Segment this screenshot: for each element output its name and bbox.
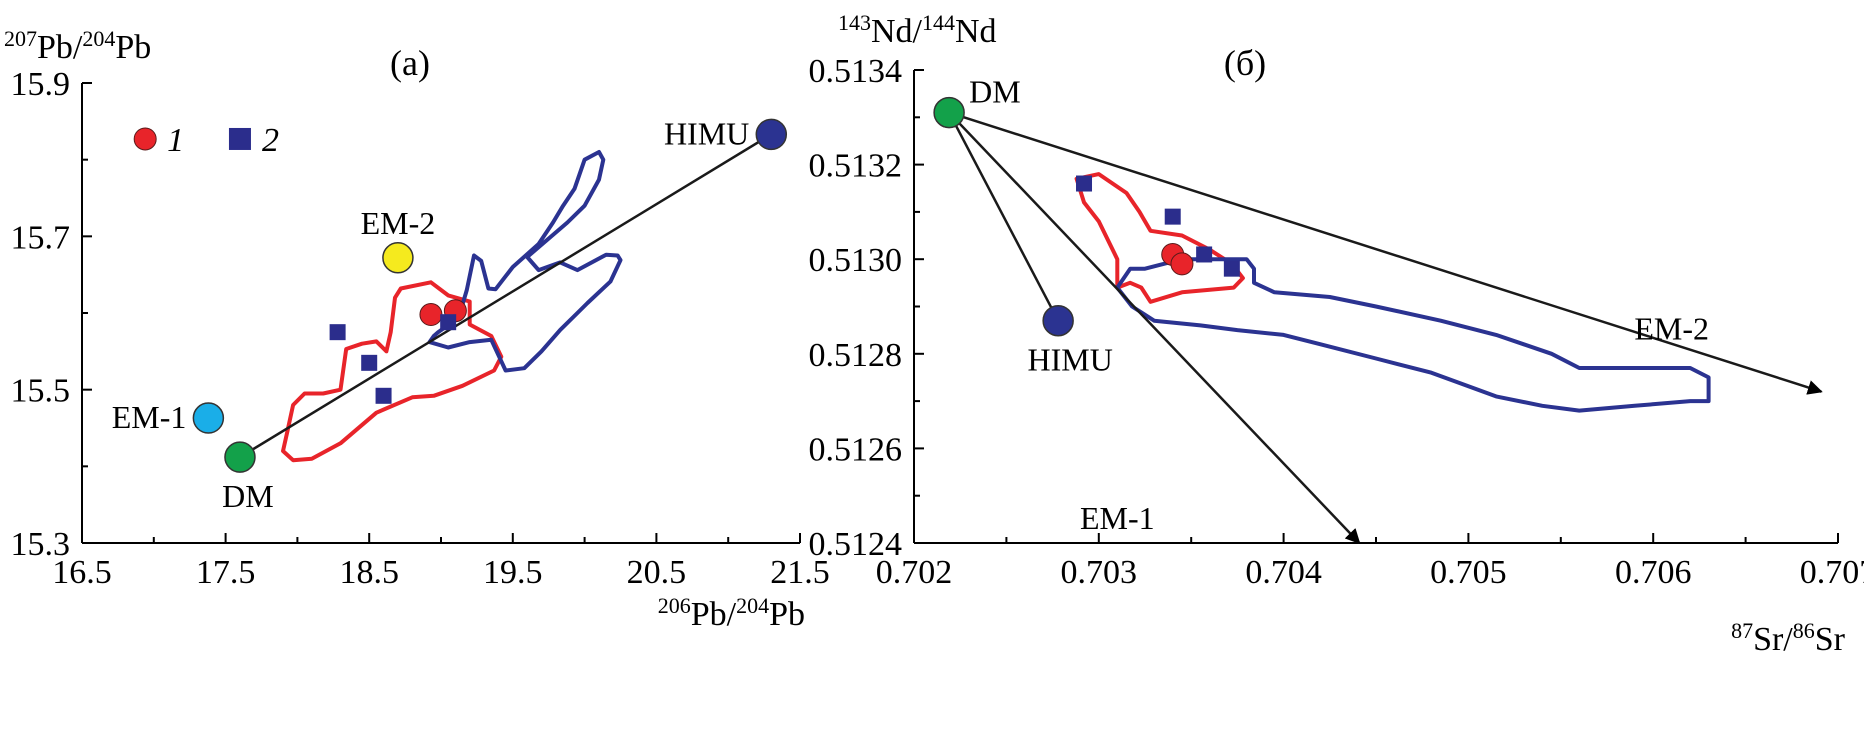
data-field-outline bbox=[1115, 257, 1711, 413]
legend-label: 1 bbox=[167, 122, 184, 159]
data-point-square bbox=[1164, 208, 1181, 225]
data-point-circle bbox=[419, 303, 443, 327]
x-tick-label: 0.704 bbox=[1245, 554, 1322, 591]
end-member-label: EM-1 bbox=[112, 399, 187, 435]
x-tick-label: 17.5 bbox=[196, 554, 256, 591]
data-field-outline bbox=[427, 150, 623, 373]
x-tick-label: 21.5 bbox=[770, 554, 830, 591]
data-point-square bbox=[361, 354, 378, 371]
y-tick-label: 15.9 bbox=[11, 66, 71, 103]
x-tick-label: 0.707 bbox=[1800, 554, 1864, 591]
end-member-marker bbox=[755, 118, 788, 151]
x-tick-label: 16.5 bbox=[52, 554, 112, 591]
data-point-square bbox=[1196, 246, 1213, 263]
y-tick-label: 15.7 bbox=[11, 219, 71, 256]
panel-label: (б) bbox=[1224, 43, 1266, 83]
x-tick-label: 0.705 bbox=[1430, 554, 1507, 591]
data-point-circle bbox=[1170, 252, 1194, 276]
y-axis-title: 207Pb/204Pb bbox=[4, 26, 151, 66]
data-field-outline bbox=[1074, 172, 1245, 304]
y-tick-label: 0.5124 bbox=[809, 526, 903, 563]
end-member-label: EM-2 bbox=[361, 205, 436, 241]
data-field-outline bbox=[281, 280, 504, 463]
mixing-line bbox=[948, 111, 1060, 322]
end-member-marker bbox=[933, 96, 965, 129]
x-tick-label: 18.5 bbox=[339, 554, 399, 591]
end-member-marker bbox=[1042, 304, 1074, 337]
legend-marker-square bbox=[228, 127, 251, 150]
x-tick-label: 0.703 bbox=[1061, 554, 1138, 591]
panel-a: 15.3 15.5 15.7 15.9 16.5 17.5 18.5 19.5 20.5 21.5… bbox=[4, 26, 830, 633]
x-axis-title: 87Sr/86Sr bbox=[1731, 618, 1846, 658]
y-tick-label: 0.5126 bbox=[809, 431, 903, 468]
end-member-label: HIMU bbox=[1027, 342, 1112, 378]
y-tick-label: 0.5128 bbox=[809, 337, 903, 374]
line-end-label: EM-1 bbox=[1080, 500, 1155, 536]
legend-marker-circle bbox=[133, 127, 157, 151]
y-tick-label: 15.5 bbox=[11, 373, 71, 410]
end-member-marker bbox=[224, 441, 256, 473]
panel-b: 0.5124 0.5126 0.5128 0.5130 0.5132 0.5134 0.70… bbox=[809, 10, 1864, 658]
panel-label: (a) bbox=[390, 43, 430, 83]
x-tick-label: 19.5 bbox=[483, 554, 543, 591]
data-point-square bbox=[1076, 175, 1093, 192]
mixing-line bbox=[948, 111, 1823, 395]
y-tick-label: 0.5132 bbox=[809, 148, 903, 185]
legend-label: 2 bbox=[262, 122, 279, 159]
y-tick-label: 0.5130 bbox=[809, 242, 903, 279]
end-member-label: DM bbox=[222, 478, 274, 514]
y-tick-label: 15.3 bbox=[11, 526, 71, 563]
end-member-label: HIMU bbox=[664, 115, 749, 151]
mixing-line bbox=[239, 133, 772, 459]
x-tick-label: 20.5 bbox=[627, 554, 687, 591]
data-point-square bbox=[1223, 260, 1240, 277]
y-axis-title: 143Nd/144Nd bbox=[838, 10, 997, 50]
mixing-line bbox=[948, 111, 1361, 545]
data-point-square bbox=[329, 324, 346, 341]
line-end-label: EM-2 bbox=[1634, 311, 1709, 347]
x-axis-title: 206Pb/204Pb bbox=[658, 593, 805, 633]
x-tick-label: 0.702 bbox=[876, 554, 953, 591]
x-tick-label: 0.706 bbox=[1615, 554, 1692, 591]
y-tick-label: 0.5134 bbox=[809, 53, 903, 90]
end-member-label: DM bbox=[969, 74, 1021, 110]
data-point-square bbox=[440, 314, 457, 331]
end-member-marker bbox=[382, 242, 414, 274]
data-point-square bbox=[375, 387, 392, 404]
end-member-marker bbox=[192, 402, 225, 434]
